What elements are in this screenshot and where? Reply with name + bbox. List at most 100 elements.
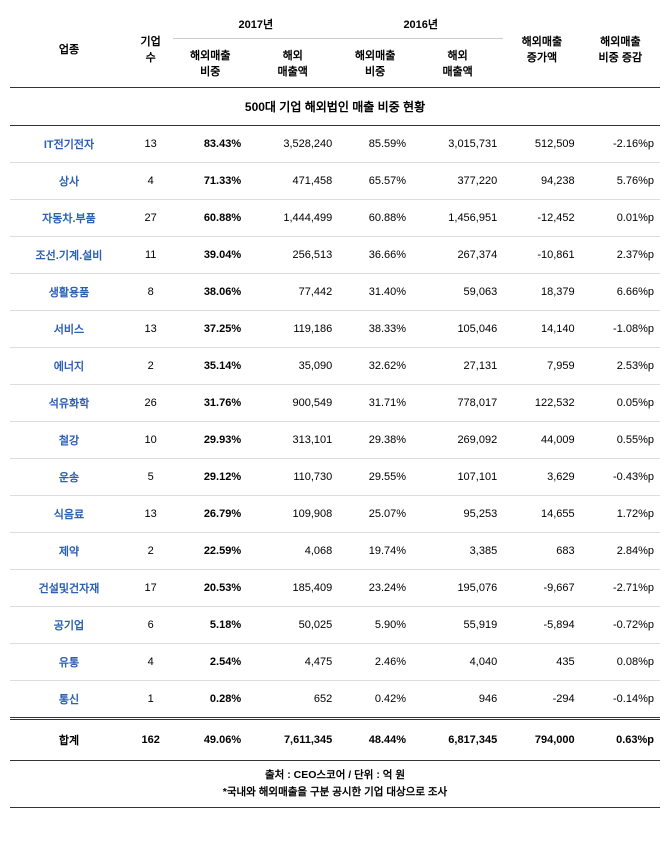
cell-amount-2017: 900,549	[247, 385, 338, 422]
cell-industry: 운송	[10, 459, 128, 496]
cell-increase: 7,959	[503, 348, 580, 385]
cell-count: 4	[128, 644, 173, 681]
cell-change: -0.43%p	[581, 459, 660, 496]
th-increase: 해외매출 증가액	[503, 10, 580, 88]
cell-amount-2016: 107,101	[412, 459, 503, 496]
cell-ratio-2016: 2.46%	[338, 644, 412, 681]
cell-amount-2016: 1,456,951	[412, 200, 503, 237]
cell-amount-2017: 652	[247, 681, 338, 719]
cell-change: 2.37%p	[581, 237, 660, 274]
cell-count: 11	[128, 237, 173, 274]
cell-ratio-2017: 83.43%	[173, 126, 247, 163]
cell-change: -0.14%p	[581, 681, 660, 719]
cell-change: -2.71%p	[581, 570, 660, 607]
cell-increase: -294	[503, 681, 580, 719]
cell-change: 6.66%p	[581, 274, 660, 311]
cell-ratio-2016: 32.62%	[338, 348, 412, 385]
cell-increase: -9,667	[503, 570, 580, 607]
cell-change: 1.72%p	[581, 496, 660, 533]
th-count: 기업 수	[128, 10, 173, 88]
cell-amount-2017: 77,442	[247, 274, 338, 311]
cell-ratio-2016: 25.07%	[338, 496, 412, 533]
table-row: 공기업65.18%50,0255.90%55,919-5,894-0.72%p	[10, 607, 660, 644]
cell-amount-2016: 195,076	[412, 570, 503, 607]
cell-amount-2017: 109,908	[247, 496, 338, 533]
cell-ratio-2016: 36.66%	[338, 237, 412, 274]
cell-ratio-2017: 22.59%	[173, 533, 247, 570]
cell-increase: 94,238	[503, 163, 580, 200]
cell-amount-2017: 119,186	[247, 311, 338, 348]
table-row: 식음료1326.79%109,90825.07%95,25314,6551.72…	[10, 496, 660, 533]
cell-ratio-2017: 26.79%	[173, 496, 247, 533]
cell-amount-2017: 50,025	[247, 607, 338, 644]
cell-industry: 생활용품	[10, 274, 128, 311]
cell-increase: -12,452	[503, 200, 580, 237]
cell-count: 1	[128, 681, 173, 719]
cell-amount-2017: 3,528,240	[247, 126, 338, 163]
cell-amount-2016: 778,017	[412, 385, 503, 422]
total-count: 162	[128, 719, 173, 761]
cell-change: -2.16%p	[581, 126, 660, 163]
table-row: 조선.기계.설비1139.04%256,51336.66%267,374-10,…	[10, 237, 660, 274]
cell-industry: 서비스	[10, 311, 128, 348]
table-row: 서비스1337.25%119,18638.33%105,04614,140-1.…	[10, 311, 660, 348]
cell-change: 0.55%p	[581, 422, 660, 459]
cell-ratio-2016: 5.90%	[338, 607, 412, 644]
cell-count: 2	[128, 533, 173, 570]
cell-increase: 44,009	[503, 422, 580, 459]
cell-industry: 조선.기계.설비	[10, 237, 128, 274]
cell-count: 8	[128, 274, 173, 311]
cell-ratio-2016: 29.38%	[338, 422, 412, 459]
cell-industry: 건설및건자재	[10, 570, 128, 607]
cell-industry: 자동차.부품	[10, 200, 128, 237]
cell-amount-2016: 946	[412, 681, 503, 719]
cell-ratio-2017: 38.06%	[173, 274, 247, 311]
cell-amount-2016: 27,131	[412, 348, 503, 385]
cell-ratio-2017: 2.54%	[173, 644, 247, 681]
table-row: 자동차.부품2760.88%1,444,49960.88%1,456,951-1…	[10, 200, 660, 237]
cell-amount-2016: 267,374	[412, 237, 503, 274]
cell-ratio-2017: 39.04%	[173, 237, 247, 274]
cell-count: 13	[128, 311, 173, 348]
cell-amount-2017: 185,409	[247, 570, 338, 607]
cell-count: 13	[128, 126, 173, 163]
th-2016-amount: 해외 매출액	[412, 39, 503, 88]
cell-amount-2017: 4,475	[247, 644, 338, 681]
cell-change: 0.05%p	[581, 385, 660, 422]
cell-ratio-2017: 71.33%	[173, 163, 247, 200]
overseas-revenue-table: 500대 기업 해외법인 매출 비중 현황 업종 기업 수 2017년 2016…	[10, 10, 660, 808]
cell-increase: 14,655	[503, 496, 580, 533]
cell-ratio-2016: 38.33%	[338, 311, 412, 348]
cell-industry: 에너지	[10, 348, 128, 385]
cell-increase: 18,379	[503, 274, 580, 311]
table-row: 상사471.33%471,45865.57%377,22094,2385.76%…	[10, 163, 660, 200]
cell-change: 5.76%p	[581, 163, 660, 200]
cell-amount-2017: 256,513	[247, 237, 338, 274]
cell-ratio-2016: 0.42%	[338, 681, 412, 719]
total-increase: 794,000	[503, 719, 580, 761]
total-ratio-2016: 48.44%	[338, 719, 412, 761]
cell-amount-2016: 3,385	[412, 533, 503, 570]
cell-increase: 435	[503, 644, 580, 681]
cell-ratio-2016: 31.71%	[338, 385, 412, 422]
cell-ratio-2017: 37.25%	[173, 311, 247, 348]
total-amount-2017: 7,611,345	[247, 719, 338, 761]
cell-amount-2016: 377,220	[412, 163, 503, 200]
cell-increase: 683	[503, 533, 580, 570]
cell-amount-2016: 105,046	[412, 311, 503, 348]
table-row: 통신10.28%6520.42%946-294-0.14%p	[10, 681, 660, 719]
cell-count: 17	[128, 570, 173, 607]
cell-ratio-2017: 29.12%	[173, 459, 247, 496]
cell-amount-2016: 55,919	[412, 607, 503, 644]
cell-increase: -10,861	[503, 237, 580, 274]
cell-industry: 제약	[10, 533, 128, 570]
total-row: 합계16249.06%7,611,34548.44%6,817,345794,0…	[10, 719, 660, 761]
cell-ratio-2017: 60.88%	[173, 200, 247, 237]
cell-count: 10	[128, 422, 173, 459]
cell-count: 4	[128, 163, 173, 200]
cell-ratio-2017: 20.53%	[173, 570, 247, 607]
cell-ratio-2016: 85.59%	[338, 126, 412, 163]
cell-amount-2016: 3,015,731	[412, 126, 503, 163]
cell-increase: 14,140	[503, 311, 580, 348]
cell-increase: -5,894	[503, 607, 580, 644]
